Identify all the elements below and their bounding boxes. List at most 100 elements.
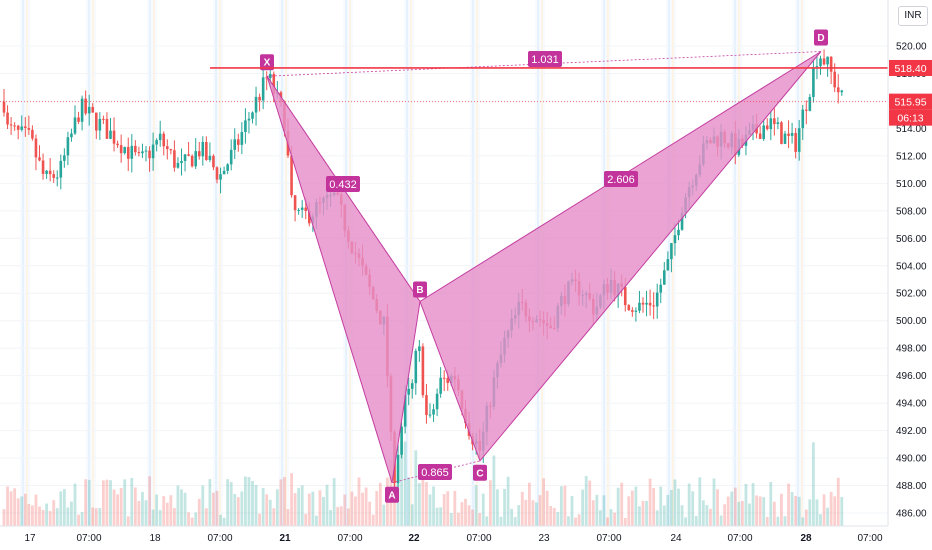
volume-bar: [449, 513, 453, 526]
volume-bar: [829, 491, 833, 526]
price-axis-bg: [888, 0, 932, 550]
volume-bar: [496, 489, 499, 526]
grid-lines: [0, 45, 888, 514]
volume-bar: [265, 494, 269, 526]
volume-bar: [421, 477, 425, 526]
x-tick-label: 28: [800, 533, 812, 544]
currency-label[interactable]: INR: [898, 6, 928, 26]
x-tick-label: 17: [24, 533, 36, 544]
volume-bar: [602, 495, 606, 526]
volume-bar: [535, 502, 538, 526]
volume-bar: [31, 505, 34, 526]
volume-bar: [6, 486, 9, 526]
volume-bar: [180, 489, 183, 526]
candle-body: [641, 302, 645, 305]
volume-bar: [268, 499, 272, 526]
volume-bar: [201, 485, 205, 526]
candle-body: [109, 130, 112, 139]
volume-bar: [801, 517, 805, 526]
volume-bar: [272, 508, 276, 526]
volume-bar: [364, 487, 368, 526]
candle-body: [233, 139, 237, 150]
pattern-point-badge: [385, 486, 399, 503]
volume-bar: [275, 489, 279, 526]
candle-body: [805, 109, 808, 111]
candle-body: [425, 395, 428, 416]
volume-bar: [417, 483, 421, 526]
volume-bar: [240, 491, 244, 526]
candle-body: [414, 350, 418, 384]
volume-bar: [822, 494, 826, 526]
volume-bar: [670, 489, 673, 526]
candle-body: [6, 112, 9, 125]
volume-bar: [613, 512, 616, 526]
volume-bar: [733, 487, 737, 526]
volume-bar: [251, 480, 254, 526]
volume-bar: [478, 512, 482, 526]
volume-bar: [261, 488, 265, 526]
volume-bar: [144, 500, 148, 526]
volume-bar: [119, 488, 123, 526]
volume-bar: [62, 489, 66, 526]
volume-bar: [339, 506, 343, 526]
volume-bar: [27, 503, 31, 526]
candle-body: [183, 154, 187, 161]
volume-bar: [151, 509, 155, 526]
volume-bar: [528, 482, 531, 526]
volume-bar: [23, 493, 27, 526]
candle-body: [105, 118, 109, 139]
volume-bar: [432, 486, 435, 526]
candle-body: [98, 118, 102, 131]
y-tick-label: 492.00: [896, 426, 927, 437]
volume-bar: [247, 477, 251, 526]
volume-bar: [684, 517, 687, 526]
volume-bar: [687, 483, 691, 526]
price-badge: [889, 93, 932, 110]
volume-bar: [701, 500, 705, 526]
candle-body: [38, 157, 41, 161]
candle-body: [638, 302, 641, 311]
candle-body: [166, 146, 169, 150]
pattern-ratio-badge: [604, 171, 638, 187]
candle-body: [396, 454, 400, 484]
volume-bar: [126, 516, 130, 526]
candle-body: [439, 377, 442, 394]
volume-bar: [659, 486, 663, 526]
volume-bar: [762, 497, 766, 526]
volume-bar: [503, 488, 506, 526]
volume-bar: [655, 510, 659, 526]
pattern-point-badge: [413, 281, 427, 298]
volume-bar: [556, 512, 560, 526]
volume-bar: [623, 517, 627, 526]
volume-bar: [425, 482, 428, 526]
volume-bar: [591, 500, 595, 526]
price-lines: [0, 67, 888, 103]
candle-body: [194, 151, 197, 167]
volume-bar: [73, 483, 77, 526]
candle-body: [208, 155, 212, 161]
volume-bar: [55, 508, 59, 526]
x-tick-label: 07:00: [727, 533, 752, 544]
volume-bar: [499, 516, 503, 526]
volume-bar: [755, 495, 758, 526]
volume-bar: [552, 507, 556, 526]
pattern-point-label: C: [476, 468, 483, 479]
candle-body: [247, 118, 251, 121]
volume-bar: [91, 507, 95, 526]
candle-body: [137, 152, 141, 154]
volume-bar: [457, 512, 460, 526]
candle-body: [822, 58, 826, 65]
pattern-point-badge: [473, 464, 487, 481]
volume-bar: [105, 479, 109, 526]
volume-bar: [94, 508, 98, 526]
volume-bar: [819, 514, 822, 526]
volume-bar: [748, 503, 751, 526]
volume-bar: [59, 491, 63, 526]
pattern-ratio-badge: [418, 464, 452, 480]
volume-bar: [173, 508, 176, 526]
volume-bar: [716, 489, 719, 526]
candle-body: [141, 151, 144, 154]
session-band: [86, 0, 96, 526]
volume-bar: [804, 509, 808, 526]
price-badge-label: 515.95: [894, 97, 926, 109]
